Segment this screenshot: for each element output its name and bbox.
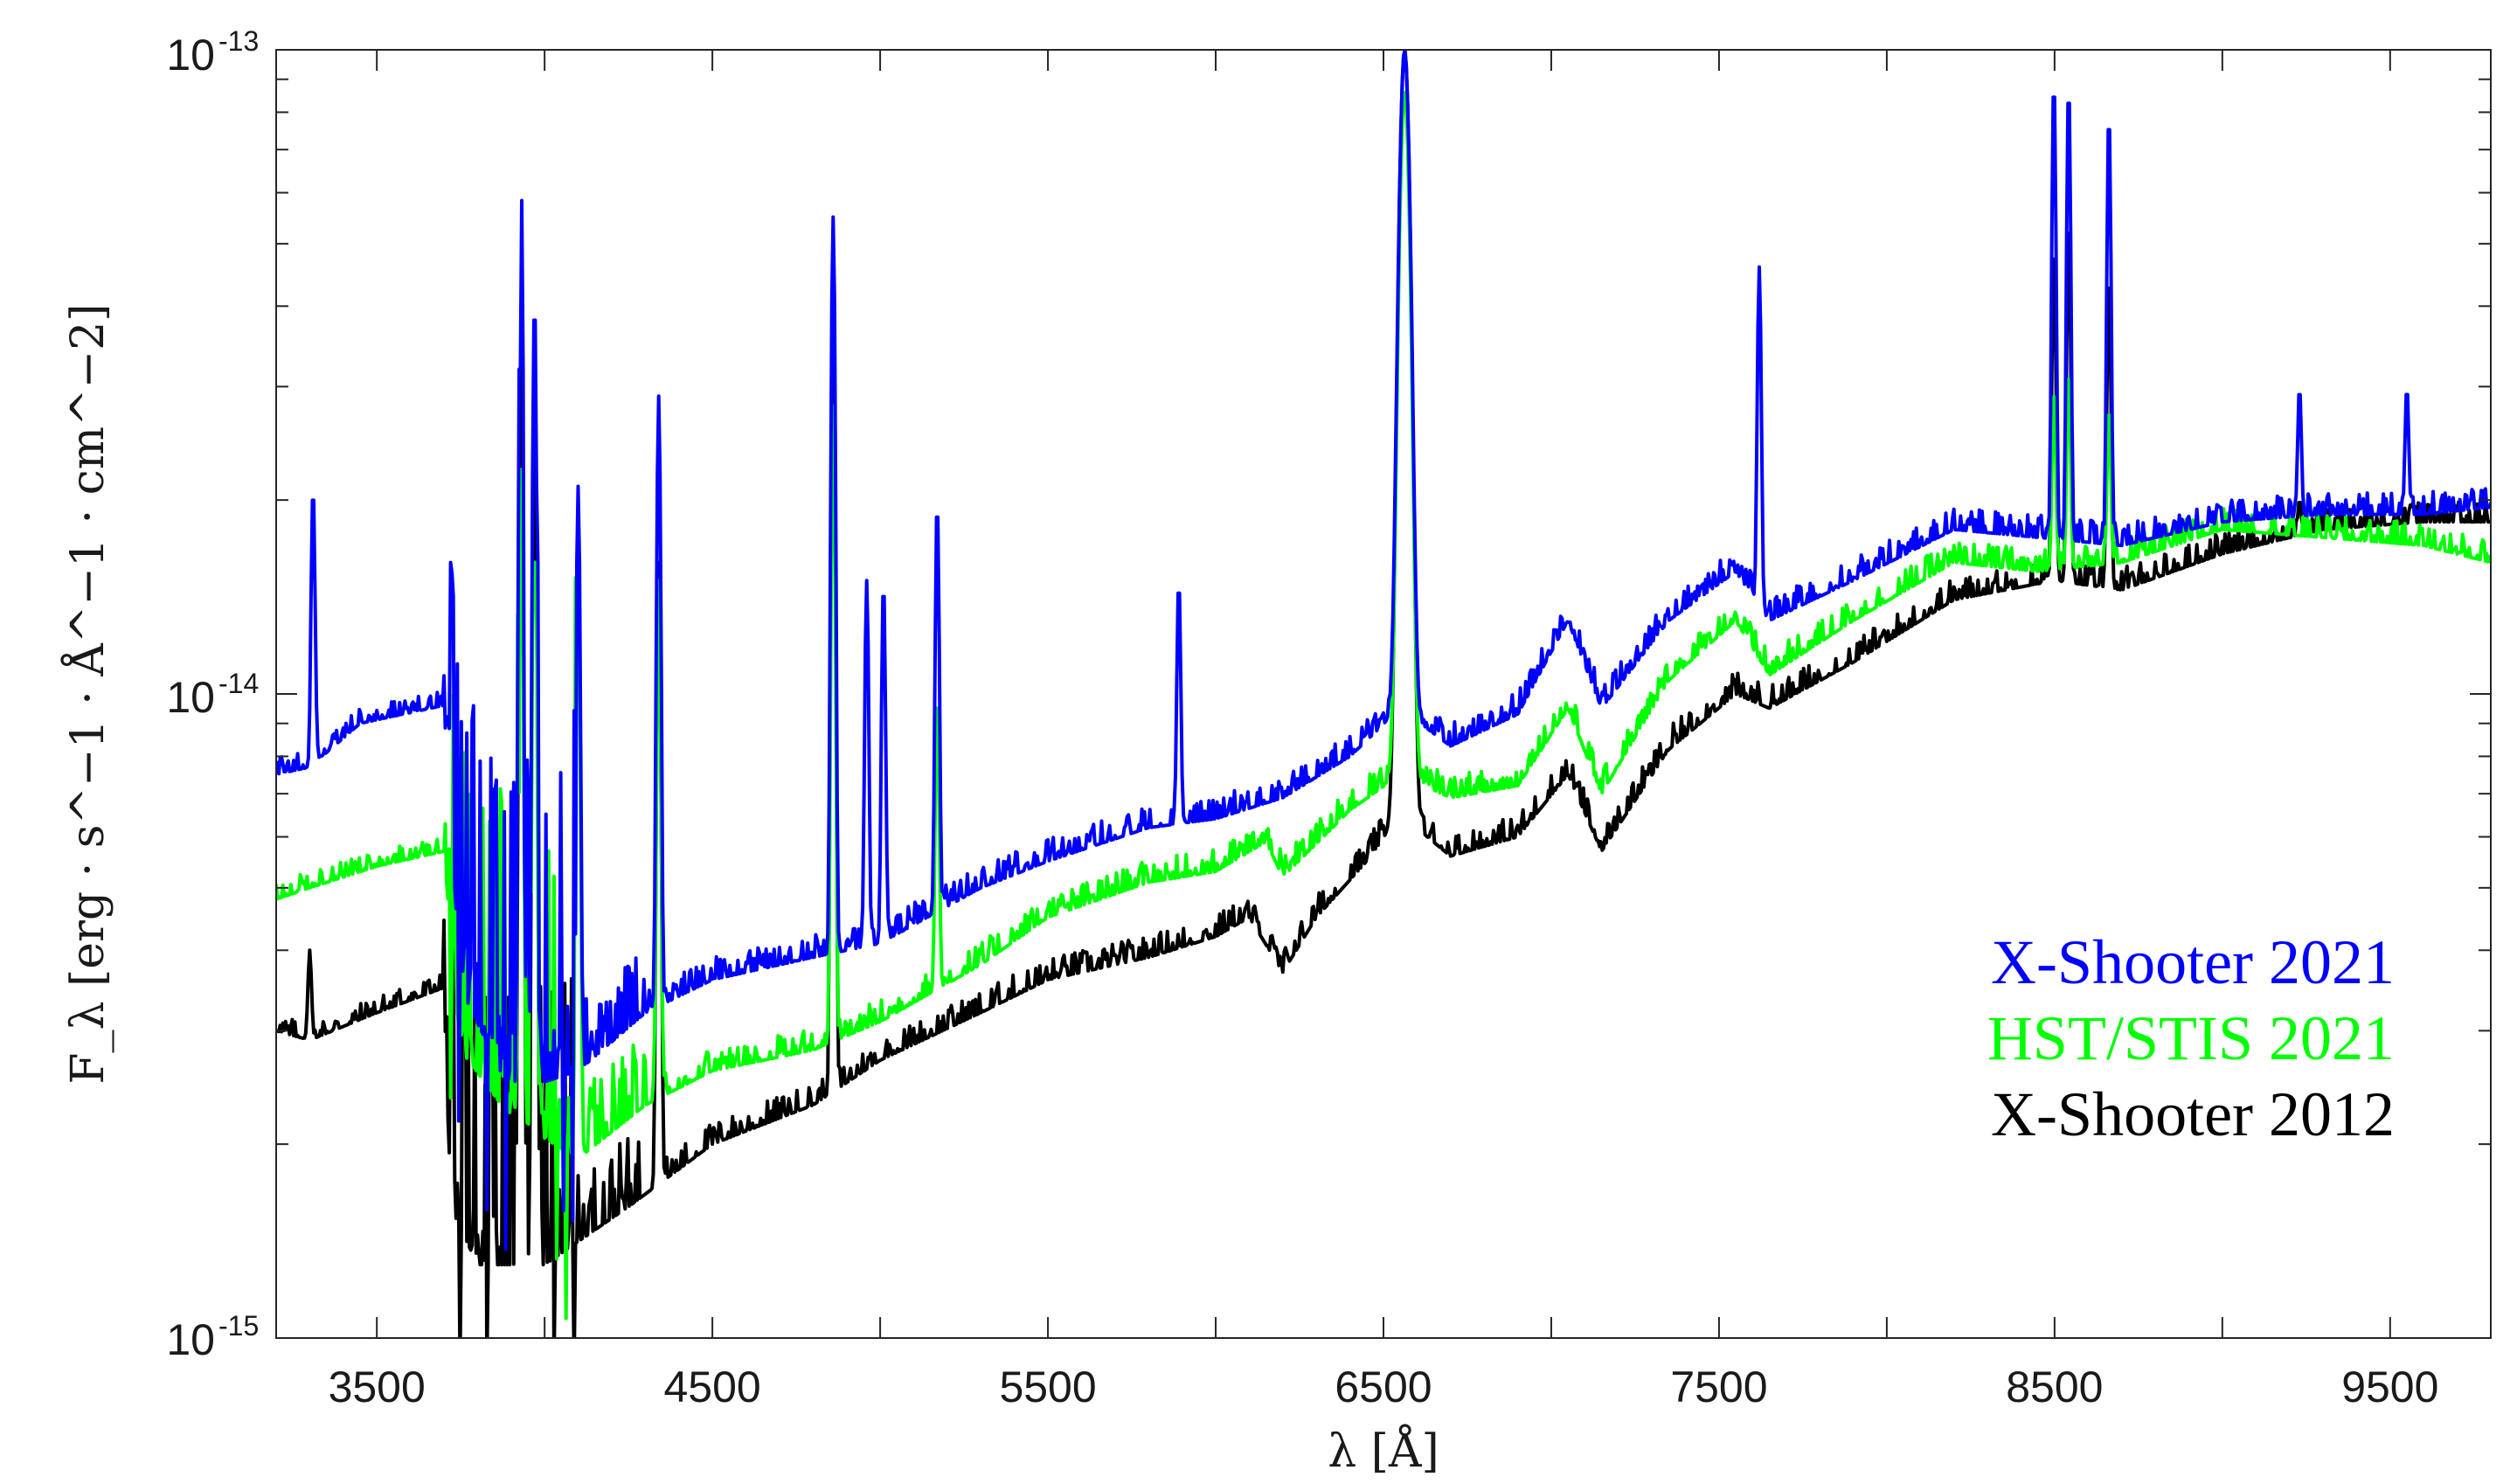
svg-text:-14: -14 [218,668,259,699]
series-line-hst-stis-2021 [276,91,2491,1321]
x-tick-label-8500: 8500 [2006,1363,2103,1411]
svg-text:-13: -13 [218,25,259,57]
x-tick-label-4500: 4500 [664,1363,761,1411]
x-tick-label-5500: 5500 [999,1363,1096,1411]
x-tick-label-6500: 6500 [1335,1363,1432,1411]
legend-entry-hst-stis-2021: HST/STIS 2021 [1987,1003,2395,1073]
x-tick-label-3500: 3500 [329,1363,426,1411]
y-tick-label-1e-13: 10 -13 [166,25,259,80]
plot-area [276,50,2491,1338]
series-line-x-shooter-2012 [276,50,2491,1338]
legend: X-Shooter 2021 HST/STIS 2021 X-Shooter 2… [1987,927,2395,1149]
x-axis-title: λ [Å] [1328,1424,1439,1478]
x-tick-label-7500: 7500 [1670,1363,1767,1411]
legend-entry-xshooter-2021: X-Shooter 2021 [1991,927,2395,997]
svg-text:10: 10 [166,673,215,722]
series-layer [276,50,2491,1338]
svg-text:10: 10 [166,1315,215,1364]
legend-entry-xshooter-2012: X-Shooter 2012 [1991,1079,2395,1149]
x-tick-label-9500: 9500 [2341,1363,2438,1411]
svg-text:10: 10 [166,31,215,80]
y-tick-label-1e-15: 10 -15 [166,1310,259,1364]
y-axis-title: F_λ [erg · s^−1 · Å^−1 · cm^−2] [60,303,114,1084]
svg-text:-15: -15 [218,1310,259,1342]
ticks-layer [276,49,2491,1339]
series-line-x-shooter-2021 [276,50,2491,1252]
y-tick-label-1e-14: 10 -14 [166,668,259,722]
